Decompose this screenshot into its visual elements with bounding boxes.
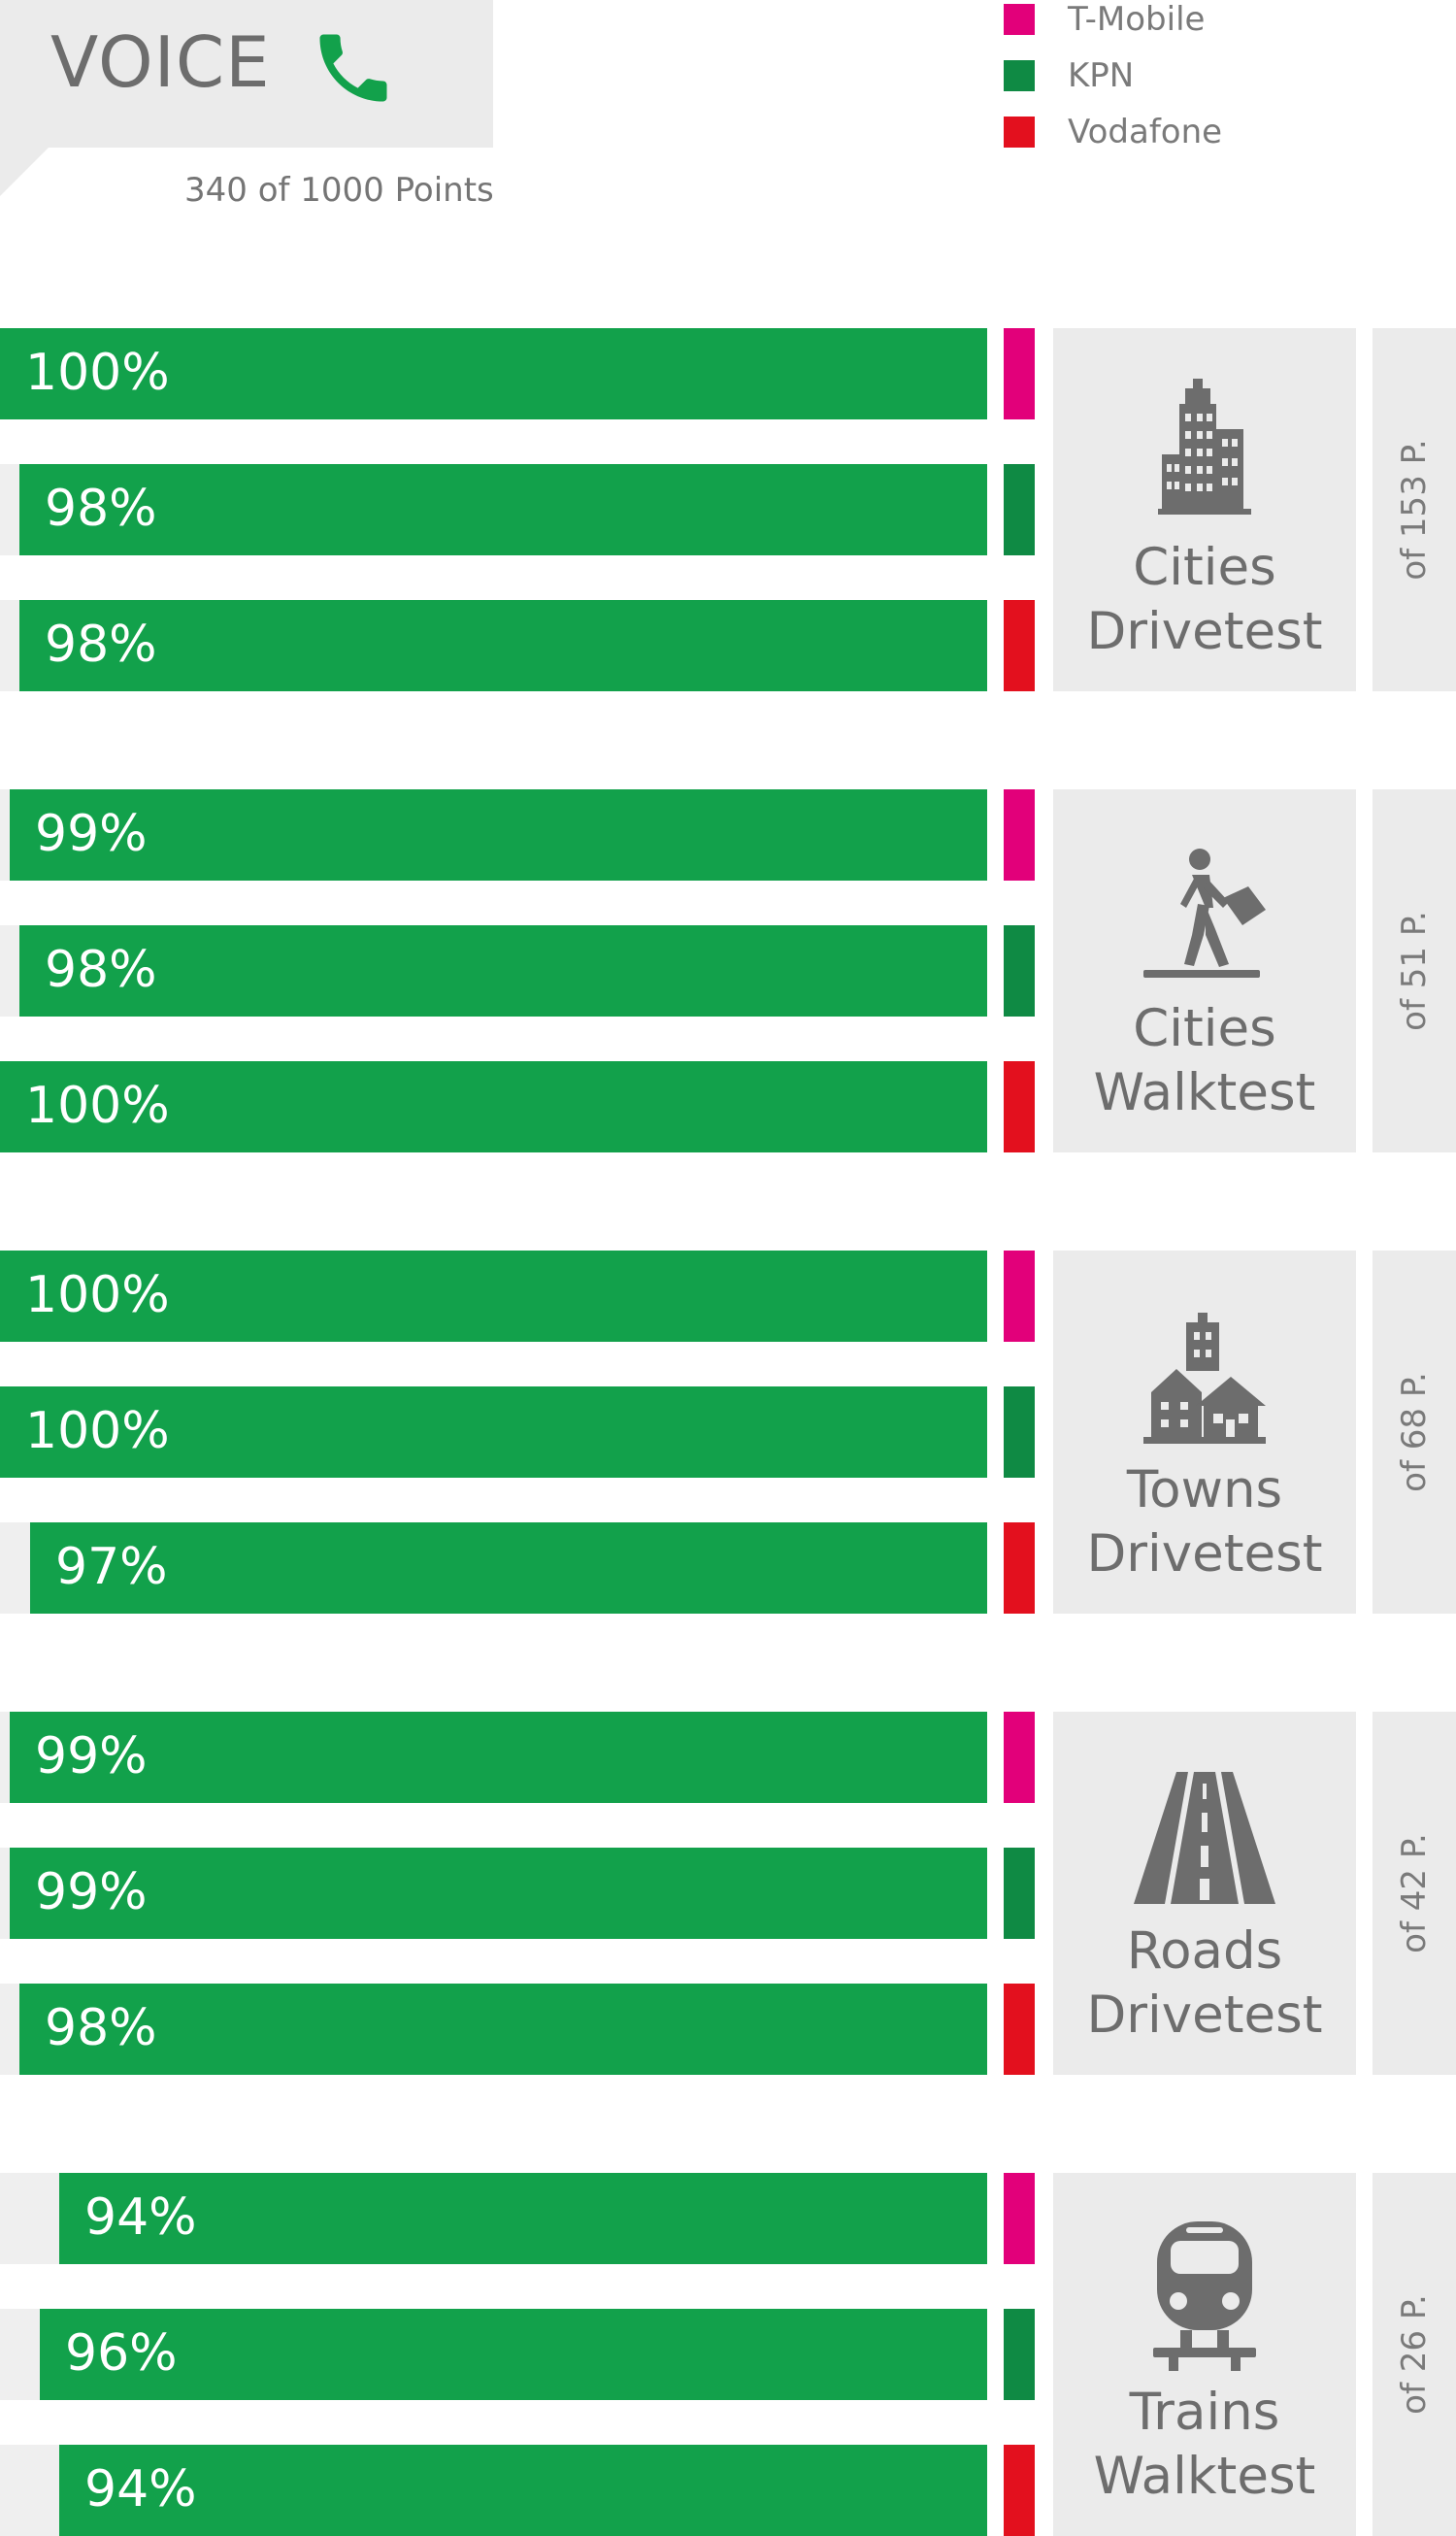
train-icon — [1151, 2218, 1258, 2373]
bar — [10, 789, 987, 881]
operator-marker — [1004, 1386, 1035, 1478]
header-panel — [0, 0, 493, 148]
bar-value-label: 98% — [45, 1999, 157, 2057]
points-subtitle: 340 of 1000 Points — [184, 171, 494, 210]
legend-label: T-Mobile — [1068, 0, 1206, 39]
category-name: Roads — [1126, 1921, 1283, 1981]
road-icon — [1132, 1770, 1277, 1906]
bar — [30, 1522, 987, 1614]
bar — [40, 2309, 987, 2400]
category-panel: Cities Drivetest — [1053, 328, 1356, 691]
category-name: Walktest — [1093, 2447, 1316, 2506]
bar-value-label: 100% — [25, 1077, 170, 1135]
category-panel: Cities Walktest — [1053, 789, 1356, 1152]
max-points-label: of 42 P. — [1395, 1833, 1434, 1953]
bar — [59, 2445, 987, 2536]
legend-swatch — [1004, 117, 1035, 148]
city-buildings-icon — [1156, 375, 1253, 520]
operator-marker — [1004, 600, 1035, 691]
bar — [19, 464, 987, 555]
points-panel: of 153 P. — [1373, 328, 1456, 691]
operator-marker — [1004, 1712, 1035, 1803]
bar-value-label: 96% — [65, 2324, 178, 2383]
town-houses-icon — [1142, 1309, 1268, 1445]
pedestrian-icon — [1142, 848, 1268, 984]
operator-marker — [1004, 2309, 1035, 2400]
category-panel: Trains Walktest — [1053, 2173, 1356, 2536]
bar — [19, 600, 987, 691]
bar-value-label: 100% — [25, 1266, 170, 1324]
bar-value-label: 100% — [25, 1402, 170, 1460]
page-title: VOICE — [50, 21, 271, 103]
header-tail — [0, 146, 50, 196]
bar-value-label: 98% — [45, 941, 157, 999]
category-name: Drivetest — [1086, 1985, 1323, 2045]
category-name: Walktest — [1093, 1063, 1316, 1122]
operator-marker — [1004, 1061, 1035, 1152]
legend-swatch — [1004, 60, 1035, 91]
category-panel: Roads Drivetest — [1053, 1712, 1356, 2075]
legend-swatch — [1004, 4, 1035, 35]
bar-value-label: 97% — [55, 1538, 168, 1596]
bar — [19, 1984, 987, 2075]
bar-value-label: 98% — [45, 480, 157, 538]
operator-marker — [1004, 1522, 1035, 1614]
bar — [0, 1251, 987, 1342]
max-points-label: of 26 P. — [1395, 2294, 1434, 2415]
bar — [0, 1386, 987, 1478]
bar-value-label: 94% — [84, 2460, 197, 2519]
bar — [19, 925, 987, 1017]
legend-label: Vodafone — [1068, 113, 1223, 151]
bar-value-label: 94% — [84, 2188, 197, 2247]
bar — [10, 1712, 987, 1803]
operator-marker — [1004, 2445, 1035, 2536]
operator-marker — [1004, 328, 1035, 419]
operator-marker — [1004, 925, 1035, 1017]
points-panel: of 68 P. — [1373, 1251, 1456, 1614]
bar-value-label: 99% — [35, 1863, 148, 1921]
bar — [0, 328, 987, 419]
max-points-label: of 51 P. — [1395, 911, 1434, 1031]
bar — [10, 1848, 987, 1939]
max-points-label: of 153 P. — [1395, 439, 1434, 581]
operator-marker — [1004, 1984, 1035, 2075]
bar-value-label: 98% — [45, 616, 157, 674]
category-name: Cities — [1133, 538, 1276, 597]
points-panel: of 42 P. — [1373, 1712, 1456, 2075]
legend-label: KPN — [1068, 56, 1135, 95]
points-panel: of 26 P. — [1373, 2173, 1456, 2536]
category-name: Trains — [1129, 2383, 1280, 2442]
category-name: Cities — [1133, 999, 1276, 1058]
category-name: Towns — [1126, 1460, 1283, 1519]
operator-marker — [1004, 464, 1035, 555]
operator-marker — [1004, 1848, 1035, 1939]
category-panel: Towns Drivetest — [1053, 1251, 1356, 1614]
phone-icon — [319, 34, 387, 102]
operator-marker — [1004, 789, 1035, 881]
bar — [59, 2173, 987, 2264]
bar-value-label: 99% — [35, 805, 148, 863]
bar-value-label: 100% — [25, 344, 170, 402]
bar-value-label: 99% — [35, 1727, 148, 1785]
bar — [0, 1061, 987, 1152]
operator-marker — [1004, 2173, 1035, 2264]
operator-marker — [1004, 1251, 1035, 1342]
category-name: Drivetest — [1086, 1524, 1323, 1584]
category-name: Drivetest — [1086, 602, 1323, 661]
points-panel: of 51 P. — [1373, 789, 1456, 1152]
max-points-label: of 68 P. — [1395, 1372, 1434, 1492]
